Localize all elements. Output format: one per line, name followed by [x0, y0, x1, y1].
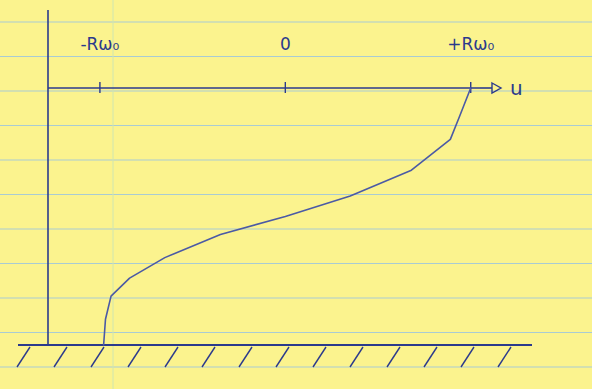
velocity-profile — [104, 88, 471, 345]
ruled-line — [0, 125, 592, 126]
hatch — [276, 347, 289, 367]
hatch — [313, 347, 326, 367]
ruled-line — [0, 367, 592, 368]
ruled-line — [0, 22, 592, 23]
x-axis-label: u — [510, 76, 523, 100]
plot-area — [104, 88, 471, 345]
ruled-line — [0, 332, 592, 333]
x-axis — [48, 87, 480, 89]
x-tick-label: 0 — [280, 34, 291, 54]
x-tick-label: +Rω₀ — [447, 34, 494, 54]
y-axis — [47, 10, 49, 345]
hatch — [424, 347, 437, 367]
ruled-line — [0, 160, 592, 161]
x-tick — [99, 82, 100, 93]
ruled-lines — [0, 22, 592, 367]
hatch — [498, 347, 511, 367]
ruled-line — [0, 263, 592, 264]
ruled-line — [0, 229, 592, 230]
ruled-line — [0, 91, 592, 92]
ruled-line — [0, 194, 592, 195]
wall — [18, 344, 532, 346]
hatch — [387, 347, 400, 367]
x-tick-label: -Rω₀ — [80, 34, 119, 54]
x-axis-arrow — [492, 83, 501, 93]
margin-line — [113, 0, 114, 389]
ruled-line — [0, 56, 592, 57]
x-tick — [285, 82, 286, 93]
hatch — [17, 347, 30, 367]
wall-hatching — [17, 347, 511, 367]
hatch — [461, 347, 474, 367]
paper — [0, 0, 592, 389]
ruled-line — [0, 298, 592, 299]
hatch — [54, 347, 67, 367]
hatch — [128, 347, 141, 367]
hatch — [165, 347, 178, 367]
sketch: u -Rω₀ 0 +Rω₀ — [0, 0, 592, 389]
x-axis-arrow-shaft — [480, 87, 492, 89]
hatch — [239, 347, 252, 367]
hatch — [91, 347, 104, 367]
hatch — [202, 347, 215, 367]
hatch — [350, 347, 363, 367]
